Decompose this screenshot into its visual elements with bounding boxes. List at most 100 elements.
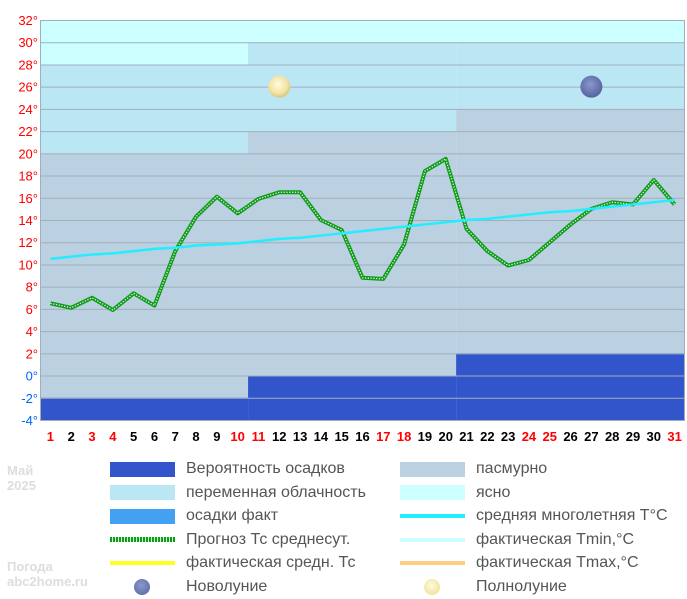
- period-label: Май 2025: [7, 463, 36, 493]
- y-tick-label: 14°: [18, 213, 38, 228]
- forecast-point-31: [674, 203, 676, 205]
- grid-lines: [40, 20, 685, 421]
- forecast-point-30: [653, 179, 655, 181]
- forecast-point-17: [382, 278, 384, 280]
- x-tick-label: 13: [293, 429, 307, 444]
- legend-swatch-forecast-line: [110, 537, 175, 542]
- x-tick-label: 12: [272, 429, 286, 444]
- x-tick-label: 27: [584, 429, 598, 444]
- legend-item-overcast: пасмурно: [400, 458, 547, 480]
- legend-item-precip-fact: осадки факт: [110, 505, 278, 527]
- legend-item-fact-max: фактическая Tmax,°C: [400, 552, 639, 574]
- legend-swatch-partly-cloudy: [110, 485, 175, 500]
- legend-swatch-precip-fact: [110, 508, 175, 524]
- forecast-point-15: [341, 229, 343, 231]
- legend-label: ясно: [476, 483, 511, 501]
- forecast-point-21: [466, 228, 468, 230]
- norm-line: [50, 198, 675, 261]
- forecast-point-16: [362, 277, 364, 279]
- legend-item-fact-avg: фактическая средн. Тс: [110, 552, 355, 574]
- x-tick-label: 18: [397, 429, 411, 444]
- x-tick-label: 17: [376, 429, 390, 444]
- forecast-point-3: [91, 297, 93, 299]
- forecast-point-2: [70, 307, 72, 309]
- new-moon-icon: [580, 75, 603, 98]
- y-tick-label: 0°: [26, 369, 38, 384]
- precip-probability-bar-3: [456, 353, 685, 420]
- x-tick-label: 11: [252, 429, 266, 444]
- site-label: Погода abc2home.ru: [7, 559, 88, 589]
- legend-label: переменная облачность: [186, 483, 366, 501]
- y-tick-label: 10°: [18, 257, 38, 272]
- legend-swatch-precip-prob: [110, 461, 175, 477]
- x-tick-label: 9: [213, 429, 220, 444]
- forecast-point-1: [49, 302, 51, 304]
- legend-label: Вероятность осадков: [186, 460, 345, 477]
- x-tick-label: 29: [626, 429, 640, 444]
- temperature-chart: -4° -2° 0° 2° 4° 6° 8° 10° 12° 14° 16° 18° 20° 22° 24°…: [18, 13, 685, 444]
- y-tick-label: 28°: [18, 57, 38, 72]
- y-tick-label: 20°: [18, 146, 38, 161]
- x-tick-label: 8: [192, 429, 199, 444]
- year-label: 2025: [7, 478, 36, 493]
- legend-label: Новолуние: [186, 577, 268, 595]
- y-tick-label: 6°: [26, 302, 38, 317]
- x-tick-label: 25: [543, 429, 557, 444]
- x-tick-label: 19: [418, 429, 432, 444]
- x-tick-label: 10: [230, 429, 244, 444]
- legend-label: средняя многолетняя T°C: [476, 507, 668, 524]
- precip-probability-bar-1: [40, 397, 249, 420]
- forecast-point-20: [445, 158, 447, 160]
- legend-swatch-fact-max: [400, 561, 465, 565]
- x-tick-label: 3: [88, 429, 95, 444]
- y-tick-label: 16°: [18, 191, 38, 206]
- forecast-point-11: [257, 198, 259, 200]
- forecast-point-26: [570, 223, 572, 225]
- new-moon-icon: [110, 578, 175, 596]
- forecast-point-6: [153, 305, 155, 307]
- x-tick-label: 31: [667, 429, 681, 444]
- legend-label: пасмурно: [476, 460, 548, 477]
- forecast-point-19: [424, 170, 426, 172]
- x-tick-label: 24: [522, 429, 537, 444]
- x-tick-label: 26: [563, 429, 577, 444]
- legend-swatch-fact-avg: [110, 561, 175, 565]
- y-tick-label: 26°: [18, 80, 38, 95]
- x-tick-label: 2: [68, 429, 75, 444]
- x-tick-label: 16: [355, 429, 369, 444]
- legend-label: осадки факт: [186, 507, 279, 524]
- forecast-point-24: [528, 259, 530, 261]
- y-tick-label: 4°: [26, 324, 38, 339]
- y-tick-label: 18°: [18, 169, 38, 184]
- forecast-point-4: [112, 309, 114, 311]
- legend-label: Полнолуние: [476, 577, 567, 595]
- legend-swatch-overcast: [400, 461, 465, 477]
- legend-item-new-moon: Новолуние: [110, 576, 267, 598]
- legend-item-precip-prob: Вероятность осадков: [110, 458, 345, 480]
- x-tick-label: 4: [109, 429, 117, 444]
- y-tick-label: 24°: [18, 102, 38, 117]
- full-moon-icon-disc: [424, 578, 440, 595]
- x-tick-label: 7: [172, 429, 179, 444]
- legend-label: фактическая средн. Тс: [186, 554, 356, 571]
- y-tick-label: -2°: [21, 391, 38, 406]
- x-tick-label: 22: [480, 429, 494, 444]
- clear-sky-area-3: [456, 20, 685, 43]
- series-lines: [49, 156, 677, 312]
- forecast-point-22: [486, 250, 488, 252]
- forecast-point-18: [403, 243, 405, 245]
- forecast-point-10: [237, 212, 239, 214]
- clear-sky-area-2: [248, 20, 457, 43]
- y-tick-label: 30°: [18, 35, 38, 50]
- x-axis: 1 2 3 4 5 6 7 8 9 10 11 12 13 14 15 16 17 18 19 20 21 22 23 24 2…: [47, 429, 682, 444]
- legend-swatch-fact-min: [400, 537, 465, 542]
- x-tick-label: 23: [501, 429, 515, 444]
- y-tick-label: 32°: [18, 13, 38, 28]
- legend-swatch-clear: [400, 485, 465, 500]
- legend-item-clear: ясно: [400, 482, 510, 504]
- month-label: Май: [7, 463, 34, 478]
- legend-swatch-norm-line: [400, 514, 465, 518]
- forecast-point-7: [174, 250, 176, 252]
- y-tick-label: 12°: [18, 235, 38, 250]
- forecast-point-25: [549, 241, 551, 243]
